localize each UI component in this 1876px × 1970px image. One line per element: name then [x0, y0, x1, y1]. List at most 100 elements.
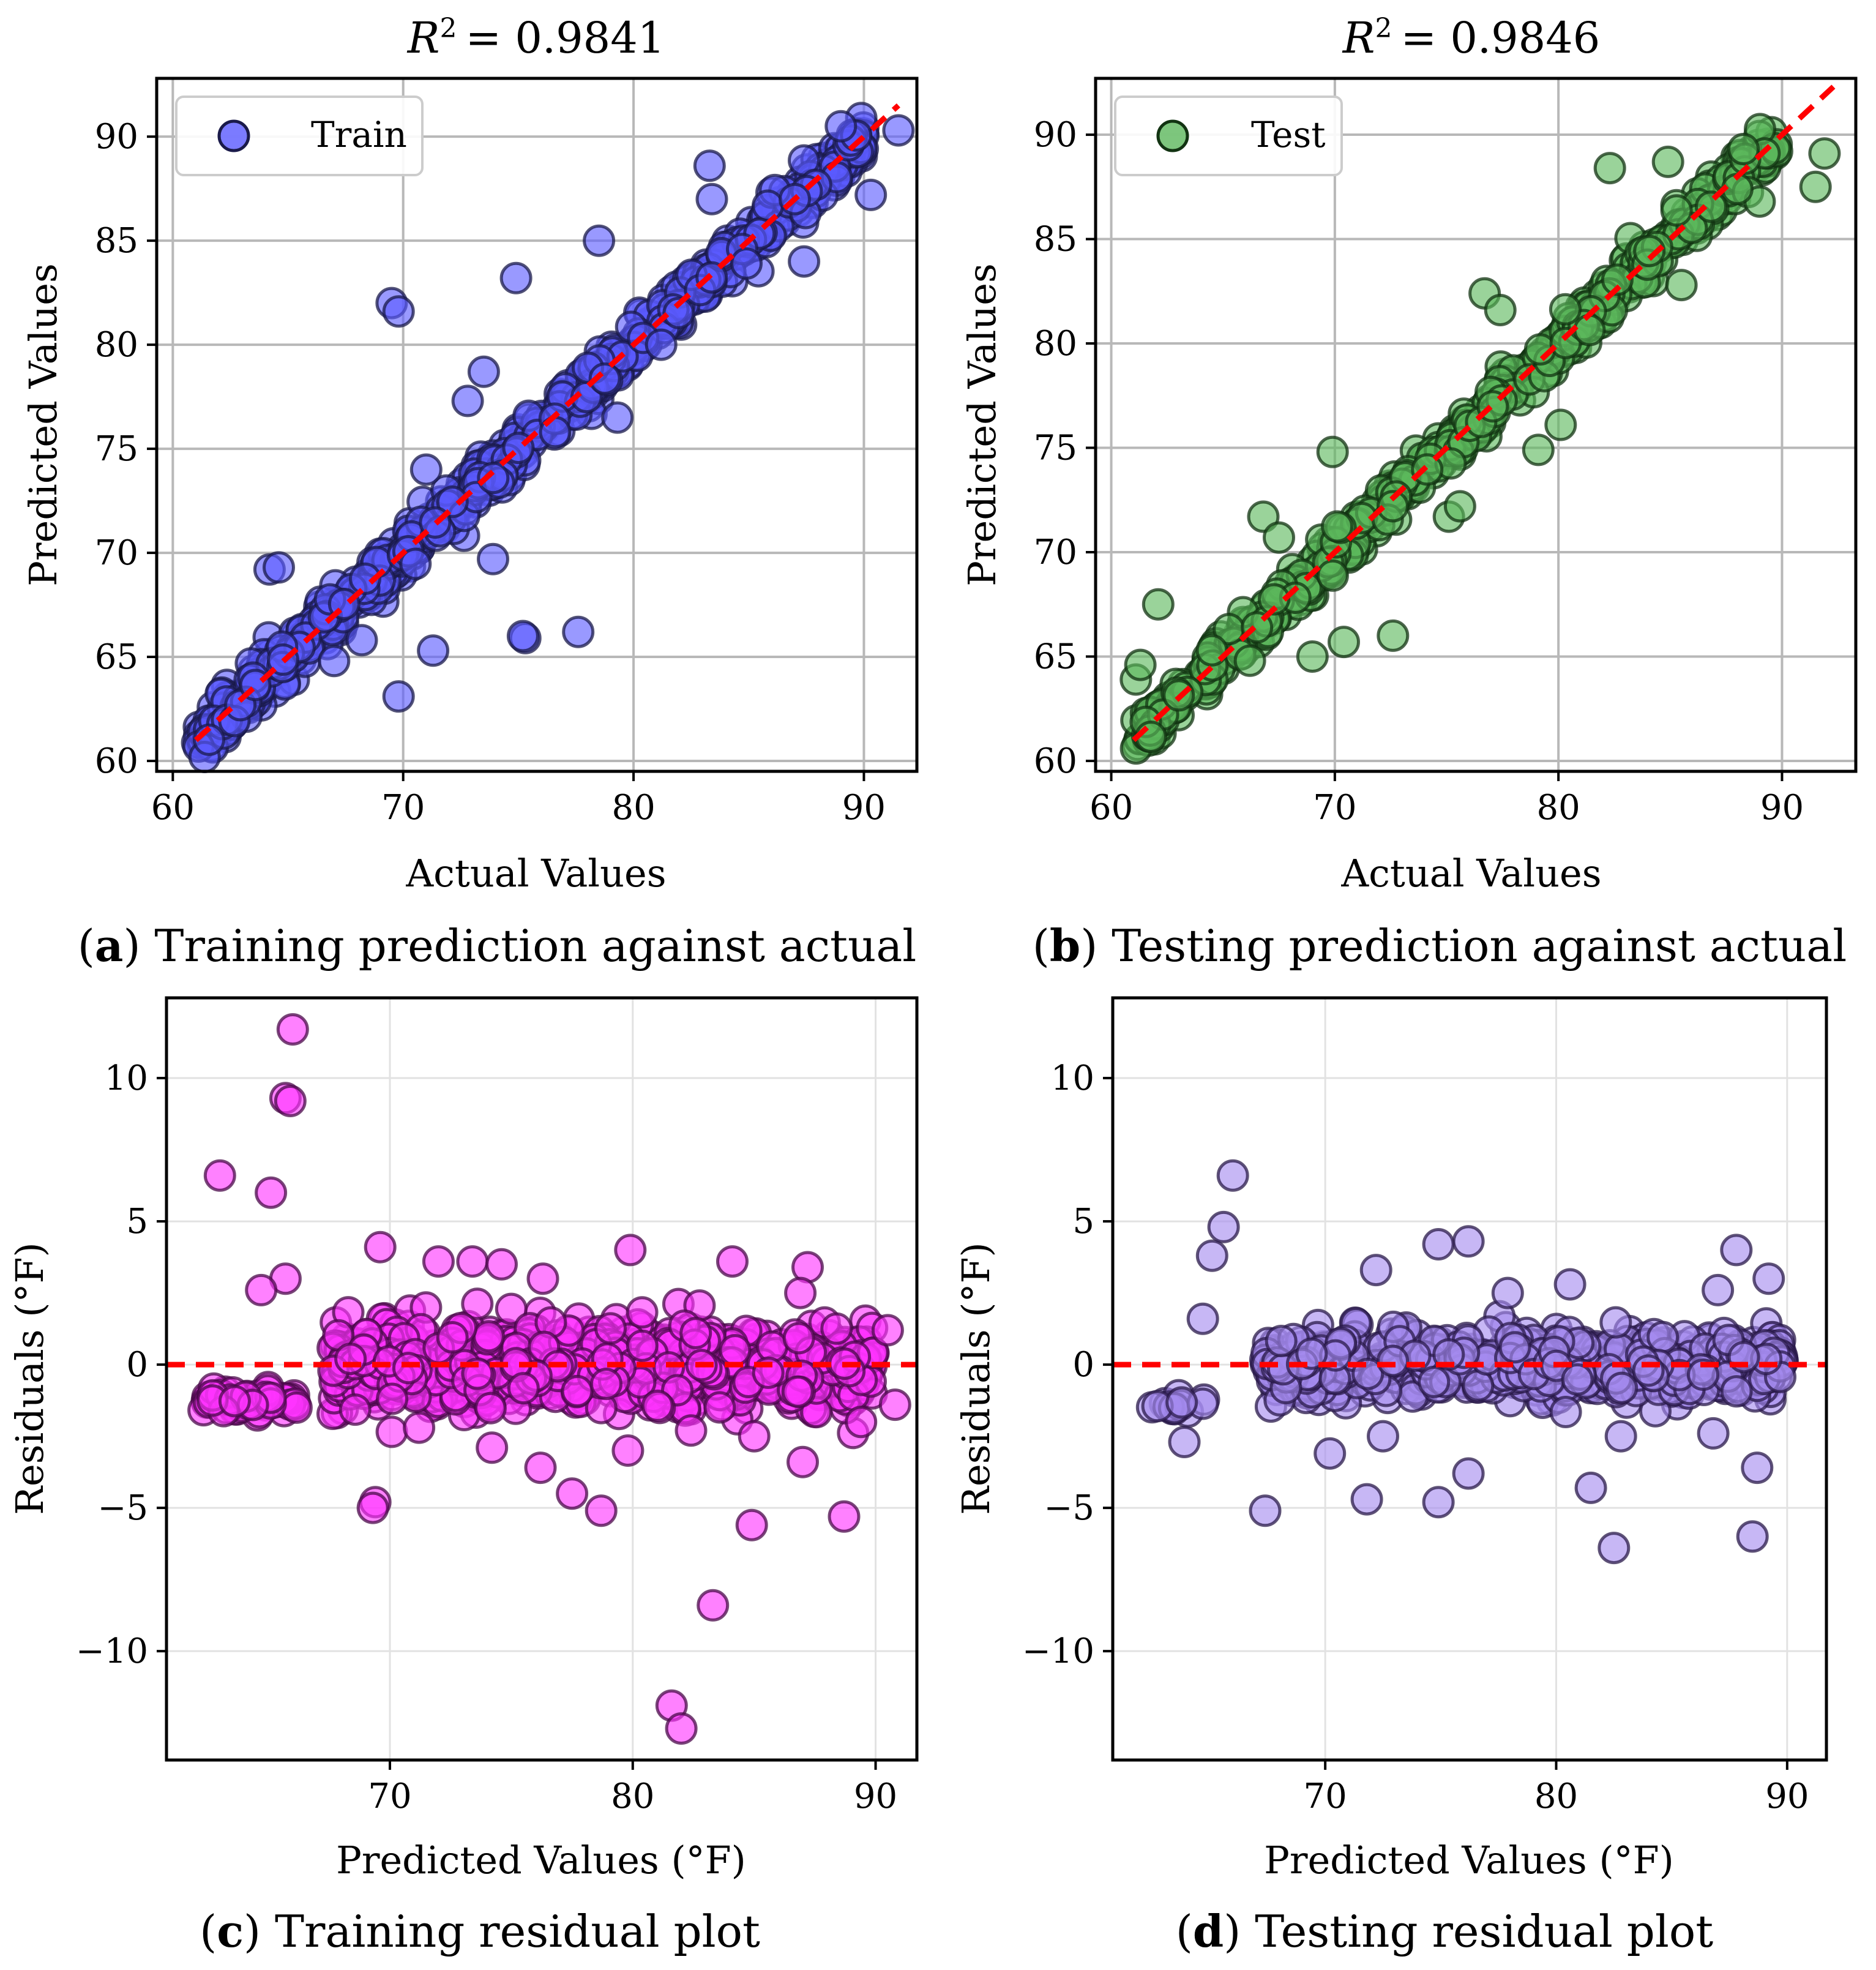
panel-d-point: [1752, 1262, 1785, 1295]
panel-d-xtick-label: 70: [1304, 1777, 1347, 1816]
panel-b-xtick-label: 60: [1089, 788, 1133, 828]
panel-c-point: [507, 1372, 540, 1405]
panel-a-xtick-label: 70: [381, 788, 425, 828]
panel-c-point: [735, 1508, 768, 1541]
panel-d: 70 80 90 −10 −5 0 5 10 Predicted Values (°F) Re…: [954, 996, 1828, 1957]
panel-d-point: [1702, 1273, 1735, 1306]
panel-c-point: [703, 1391, 736, 1424]
panel-a-xtick-label: 90: [842, 788, 886, 828]
panel-a-dashed-line: [193, 103, 900, 743]
panel-c-point: [364, 1230, 397, 1264]
panel-c-ytick-label: −5: [97, 1488, 148, 1528]
panel-c-point: [781, 1375, 814, 1408]
panel-c-point: [589, 1368, 622, 1401]
panel-b-point: [1484, 294, 1517, 326]
panel-a-point: [693, 149, 726, 182]
panel-d-ytick-label: −5: [1044, 1488, 1094, 1528]
panel-c-point: [526, 1262, 559, 1295]
panel-a-ytick-label: 90: [95, 117, 138, 157]
panel-d-point: [1632, 1354, 1665, 1387]
panel-d-point: [1498, 1331, 1531, 1364]
panel-c-ytick-label: 10: [105, 1058, 148, 1098]
panel-a-xlabel: Actual Values: [405, 851, 666, 896]
panel-c-point: [392, 1352, 425, 1385]
panel-c-point: [376, 1382, 409, 1415]
panel-a-point: [451, 384, 484, 418]
panel-d-xtick-label: 90: [1765, 1777, 1809, 1816]
panel-b-legend-label: Test: [1251, 114, 1326, 155]
panel-b-point: [1727, 133, 1760, 165]
panel-c-point: [495, 1292, 528, 1325]
panel-b-point: [1296, 640, 1329, 673]
panel-b-point: [1601, 263, 1634, 296]
panel-c-point: [626, 1296, 659, 1329]
panel-a-point: [854, 178, 888, 211]
panel-c-point: [665, 1712, 698, 1745]
panel-b-ytick-label: 90: [1034, 115, 1077, 155]
panel-c-point: [436, 1321, 469, 1354]
panel-b-legend-marker: [1156, 119, 1189, 152]
panel-b-point: [1377, 490, 1409, 523]
panel-b-point: [1316, 559, 1349, 592]
panel-a-point: [562, 615, 595, 648]
panel-a-ytick-label: 80: [95, 325, 138, 365]
panel-d-point: [1377, 1344, 1409, 1377]
panel-c-xtick-label: 80: [611, 1777, 654, 1816]
panel-b-point: [1633, 234, 1666, 268]
panel-c-point: [422, 1245, 455, 1278]
panel-b-legend: Test: [1114, 96, 1343, 176]
panel-c: 70 80 90 −10 −5 0 5 10 Predicted Values (°F) Re…: [7, 996, 919, 1957]
panel-b-legend-box: [1114, 96, 1343, 176]
panel-a-frame: [155, 77, 919, 773]
panel-d-point: [1604, 1420, 1637, 1453]
panel-b: R2 = 0.9846 60 70 80 90 60 65 70 75 80 85 90 Test A…: [960, 13, 1858, 972]
panel-d-point: [1452, 1457, 1485, 1490]
panel-c-frame: [165, 996, 919, 1762]
panel-d-point: [1207, 1210, 1240, 1243]
panel-d-point: [1350, 1483, 1383, 1516]
panel-c-point: [756, 1330, 789, 1363]
panel-d-point: [1741, 1451, 1774, 1485]
panel-b-frame: [1094, 77, 1858, 773]
panel-c-caption: (c) Training residual plot: [200, 1905, 760, 1957]
panel-c-point: [203, 1159, 236, 1192]
panel-d-point: [1646, 1320, 1680, 1354]
panel-c-ylabel: Residuals (°F): [7, 1242, 52, 1515]
panel-a-point: [436, 485, 469, 519]
panel-c-point: [245, 1273, 278, 1306]
panel-a-point: [645, 328, 678, 361]
panel-b-point: [1377, 619, 1410, 652]
panel-b-point: [1142, 588, 1175, 621]
panel-a-point: [349, 562, 381, 595]
panel-a-ytick-label: 60: [95, 741, 138, 781]
panel-c-point: [719, 1334, 752, 1367]
panel-d-point: [1697, 1417, 1730, 1450]
panel-c-xtick-label: 70: [368, 1777, 411, 1816]
panel-a-caption: (a) Training prediction against actual: [78, 919, 917, 972]
panel-c-point: [276, 1013, 309, 1046]
panel-a-point: [695, 182, 728, 215]
panel-d-ytick-label: −10: [1022, 1631, 1094, 1671]
panel-d-xtick-label: 80: [1534, 1777, 1578, 1816]
panel-c-point: [626, 1329, 659, 1362]
panel-a-point: [399, 547, 432, 580]
panel-a-legend-box: [175, 96, 424, 176]
panel-c-point: [338, 1393, 372, 1426]
panel-c-point: [474, 1391, 507, 1425]
panel-a-legend: Train: [175, 96, 424, 176]
panel-a-point: [882, 114, 915, 147]
panel-d-point: [1422, 1228, 1455, 1260]
panel-c-point: [585, 1494, 618, 1527]
panel-a-point: [583, 224, 616, 257]
panel-c-point: [871, 1314, 904, 1347]
panel-a-point: [601, 401, 634, 434]
panel-a-point: [382, 680, 415, 713]
panel-c-ytick-label: 0: [126, 1345, 148, 1385]
panel-b-ytick-label: 75: [1034, 429, 1077, 468]
panel-a-reference-line: [193, 103, 900, 743]
panel-a-ylabel: Predicted Values: [21, 263, 65, 586]
panel-c-point: [641, 1389, 674, 1422]
panel-c-point: [820, 1312, 853, 1345]
panel-d-point: [1418, 1365, 1451, 1398]
